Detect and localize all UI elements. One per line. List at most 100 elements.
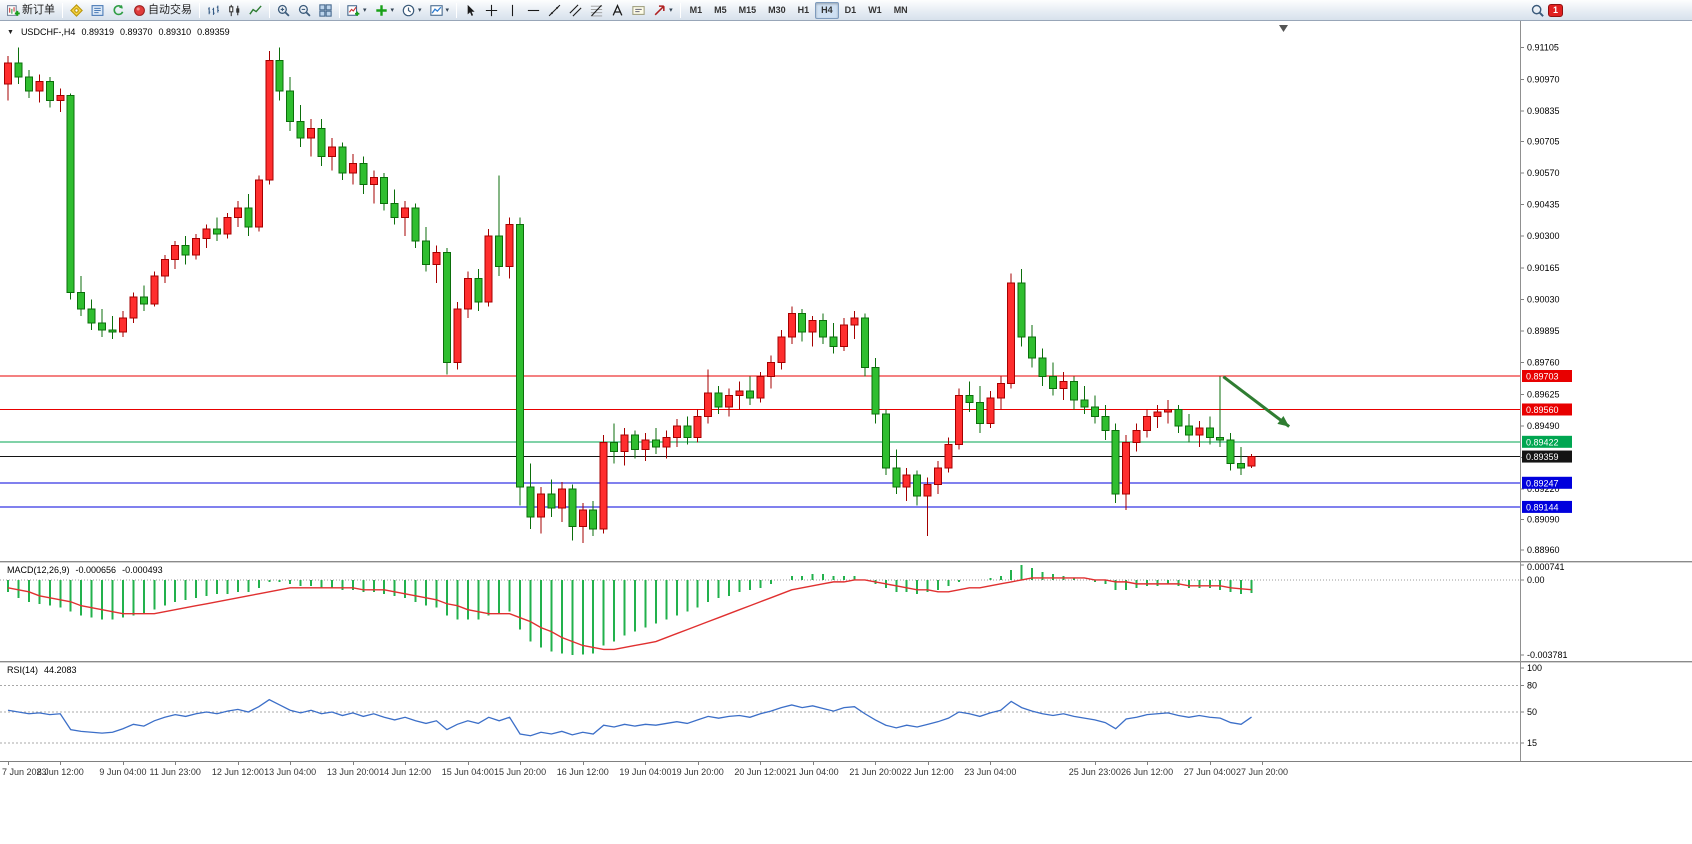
candlestick-chart-button[interactable] xyxy=(224,2,245,19)
ohlc-high: 0.89370 xyxy=(120,27,153,37)
new-chart-icon xyxy=(347,4,360,17)
cursor-button[interactable] xyxy=(460,2,481,19)
new-order-button-label: 新订单 xyxy=(22,4,55,16)
time-tick xyxy=(927,762,929,765)
vertical-line-button[interactable] xyxy=(502,2,523,19)
time-label: 21 Jun 20:00 xyxy=(849,767,902,777)
zoom-out-button[interactable] xyxy=(294,2,315,19)
toolbar-separator xyxy=(456,2,458,18)
svg-text:0.90570: 0.90570 xyxy=(1527,168,1560,178)
price-tag-0.89703 xyxy=(1522,370,1572,383)
arrows-button[interactable]: ▾ xyxy=(649,2,677,19)
dropdown-caret-icon: ▾ xyxy=(445,7,450,14)
periods-icon xyxy=(402,4,415,17)
price-chart[interactable]: 0.91105 0.90970 0.90835 0.90705 0.90570 0.904… xyxy=(0,21,1692,561)
svg-text:0.90165: 0.90165 xyxy=(1527,263,1560,273)
price-tag-0.89560 xyxy=(1522,403,1572,416)
timeframe-mn-button[interactable]: MN xyxy=(893,4,908,15)
macd-label-row: MACD(12,26,9) -0.000656 -0.000493 xyxy=(7,565,163,575)
rsi-line xyxy=(7,698,1252,737)
svg-text:0.89144: 0.89144 xyxy=(1526,502,1559,512)
arrow-annotation[interactable] xyxy=(1222,375,1291,428)
timeframe-h1-button[interactable]: H1 xyxy=(797,4,810,15)
toolbar-separator xyxy=(199,2,200,18)
hline-icon xyxy=(527,4,540,17)
time-tick xyxy=(1094,762,1096,765)
auto-trading-button[interactable]: 自动交易 xyxy=(129,2,196,19)
timeframe-m1-button[interactable]: M1 xyxy=(689,4,703,15)
rsi-chart[interactable]: 100 80 50 15 xyxy=(0,663,1692,761)
time-label: 20 Jun 12:00 xyxy=(734,767,787,777)
new-chart-button[interactable]: ▾ xyxy=(343,2,371,19)
time-tick xyxy=(60,762,62,765)
indicators-icon xyxy=(375,4,388,17)
zoom-out-icon xyxy=(298,4,311,17)
periods-button[interactable]: ▾ xyxy=(398,2,426,19)
timeframe-w1-button[interactable]: W1 xyxy=(868,4,882,15)
chart-shift-marker[interactable] xyxy=(1279,25,1288,32)
svg-text:0.88960: 0.88960 xyxy=(1527,545,1560,555)
auto-trading-icon xyxy=(133,4,146,17)
time-tick xyxy=(1209,762,1211,765)
line-chart-button[interactable] xyxy=(245,2,266,19)
timeframe-d1-button[interactable]: D1 xyxy=(844,4,857,15)
templates-button[interactable]: ▾ xyxy=(426,2,454,19)
text-label-button[interactable] xyxy=(628,2,649,19)
time-label: 12 Jun 12:00 xyxy=(211,767,264,777)
time-label: 25 Jun 23:00 xyxy=(1068,767,1121,777)
horizontal-line-button[interactable] xyxy=(523,2,544,19)
market-watch-button[interactable] xyxy=(66,2,87,19)
chart-title: ▼ USDCHF-,H4 0.89319 0.89370 0.89310 0.8… xyxy=(7,27,230,37)
zoom-in-icon xyxy=(277,4,290,17)
crosshair-button[interactable] xyxy=(481,2,502,19)
time-label: 13 Jun 20:00 xyxy=(326,767,379,777)
search-button[interactable] xyxy=(1527,2,1548,19)
indicators-button[interactable]: ▾ xyxy=(371,2,399,19)
fibonacci-icon xyxy=(590,4,603,17)
time-tick xyxy=(520,762,522,765)
panel-divider-macd[interactable] xyxy=(0,561,1692,563)
time-label: 27 Jun 20:00 xyxy=(1235,767,1289,777)
timeframe-m5-button[interactable]: M5 xyxy=(714,4,727,15)
svg-text:50: 50 xyxy=(1527,707,1537,717)
panel-divider-rsi[interactable] xyxy=(0,661,1692,663)
tile-windows-button[interactable] xyxy=(315,2,336,19)
line-chart-icon xyxy=(249,4,262,17)
new-order-button[interactable]: 新订单 xyxy=(3,2,59,19)
notifications-badge[interactable]: 1 xyxy=(1548,3,1563,17)
navigator-button[interactable] xyxy=(87,2,108,19)
zoom-in-button[interactable] xyxy=(273,2,294,19)
collapse-icon[interactable]: ▼ xyxy=(7,28,14,36)
svg-text:0.91105: 0.91105 xyxy=(1527,43,1559,53)
time-tick xyxy=(405,762,407,765)
text-button[interactable] xyxy=(607,2,628,19)
rsi-axis[interactable]: 100 80 50 15 xyxy=(1520,663,1542,748)
svg-text:0.89490: 0.89490 xyxy=(1527,421,1560,431)
price-tag-0.89247 xyxy=(1522,476,1572,489)
time-tick xyxy=(990,762,992,765)
equidistant-channel-button[interactable] xyxy=(565,2,586,19)
refresh-button[interactable] xyxy=(108,2,129,19)
timeframe-m15-button[interactable]: M15 xyxy=(738,4,757,15)
trendline-icon xyxy=(548,4,561,17)
price-axis[interactable]: 0.91105 0.90970 0.90835 0.90705 0.90570 0.904… xyxy=(1520,43,1560,555)
symbol-period: USDCHF-,H4 xyxy=(20,27,76,37)
timeframe-h4-button[interactable]: H4 xyxy=(815,1,839,19)
timeframe-m30-button[interactable]: M30 xyxy=(768,4,786,15)
trendline-button[interactable] xyxy=(544,2,565,19)
macd-chart[interactable]: 0.000741 0.00 -0.003781 xyxy=(0,563,1692,661)
macd-main-value: -0.000656 xyxy=(75,565,117,575)
svg-text:0.90970: 0.90970 xyxy=(1527,74,1560,84)
channel-icon xyxy=(569,3,582,17)
macd-axis[interactable]: 0.000741 0.00 -0.003781 xyxy=(1520,563,1568,660)
fibonacci-button[interactable] xyxy=(586,2,607,19)
time-label: 23 Jun 04:00 xyxy=(964,767,1017,777)
time-axis[interactable]: 7 Jun 2023 8 Jun 12:00 9 Jun 04:00 11 Jun 2… xyxy=(0,761,1692,781)
bar-chart-icon xyxy=(207,4,220,17)
time-label: 19 Jun 20:00 xyxy=(671,767,724,777)
navigator-icon xyxy=(91,4,104,17)
svg-text:0.89703: 0.89703 xyxy=(1526,372,1559,382)
toolbar-separator xyxy=(269,2,270,18)
bar-chart-button[interactable] xyxy=(203,2,224,19)
svg-text:0.90300: 0.90300 xyxy=(1527,231,1560,241)
